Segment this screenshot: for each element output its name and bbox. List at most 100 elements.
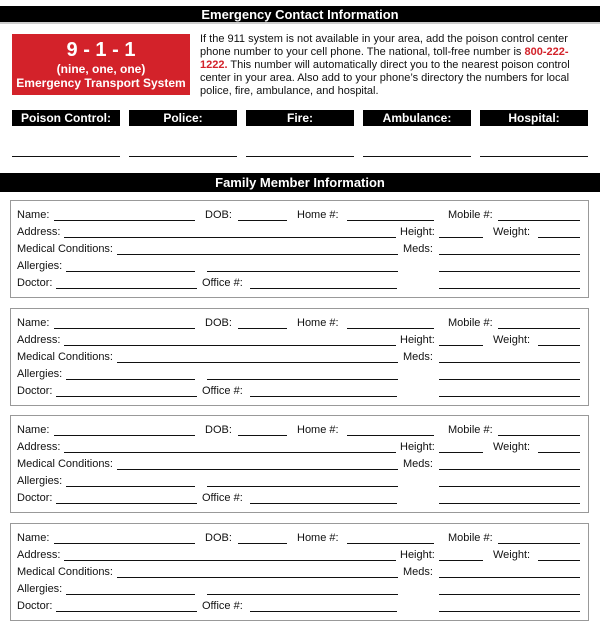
- dob-label: DOB:: [205, 532, 232, 544]
- office-field[interactable]: [250, 396, 397, 397]
- mobile-field[interactable]: [498, 543, 580, 544]
- address-field[interactable]: [64, 237, 396, 238]
- height-field[interactable]: [439, 345, 483, 346]
- home-field[interactable]: [347, 543, 434, 544]
- allergies-field[interactable]: [66, 379, 195, 380]
- doctor-field[interactable]: [56, 611, 197, 612]
- weight-field[interactable]: [538, 560, 580, 561]
- meds-field[interactable]: [439, 254, 580, 255]
- family-section-header: Family Member Information: [0, 173, 600, 192]
- height-field[interactable]: [439, 452, 483, 453]
- address-field[interactable]: [64, 560, 396, 561]
- medical-field[interactable]: [117, 577, 398, 578]
- name-label: Name:: [17, 532, 50, 544]
- allergies-3-field[interactable]: [439, 594, 580, 595]
- office-2-field[interactable]: [439, 288, 580, 289]
- name-label: Name:: [17, 317, 50, 329]
- home-label: Home #:: [297, 532, 339, 544]
- dob-label: DOB:: [205, 209, 232, 221]
- meds-label: Meds:: [403, 243, 433, 255]
- weight-label: Weight:: [493, 441, 531, 453]
- address-field[interactable]: [64, 345, 396, 346]
- name-field[interactable]: [54, 543, 195, 544]
- doctor-label: Doctor:: [17, 277, 53, 289]
- home-label: Home #:: [297, 209, 339, 221]
- name-label: Name:: [17, 209, 50, 221]
- office-2-field[interactable]: [439, 611, 580, 612]
- contact-label-hospital: Hospital:: [480, 110, 588, 126]
- contact-field-fire[interactable]: [246, 156, 354, 157]
- meds-field[interactable]: [439, 469, 580, 470]
- contact-field-hospital[interactable]: [480, 156, 588, 157]
- office-field[interactable]: [250, 611, 397, 612]
- mobile-field[interactable]: [498, 220, 580, 221]
- allergies-2-field[interactable]: [207, 379, 398, 380]
- office-field[interactable]: [250, 288, 397, 289]
- medical-field[interactable]: [117, 469, 398, 470]
- allergies-field[interactable]: [66, 486, 195, 487]
- 911-number: 9 - 1 - 1: [66, 39, 136, 61]
- dob-field[interactable]: [238, 220, 287, 221]
- dob-field[interactable]: [238, 328, 287, 329]
- office-2-field[interactable]: [439, 396, 580, 397]
- name-field[interactable]: [54, 220, 195, 221]
- height-label: Height:: [400, 441, 435, 453]
- contact-field-police[interactable]: [129, 156, 237, 157]
- info-text-2: This number will automatically direct yo…: [200, 59, 570, 97]
- contact-label-fire: Fire:: [246, 110, 354, 126]
- contact-field-ambulance[interactable]: [363, 156, 471, 157]
- medical-field[interactable]: [117, 362, 398, 363]
- mobile-field[interactable]: [498, 435, 580, 436]
- office-label: Office #:: [202, 277, 243, 289]
- doctor-field[interactable]: [56, 396, 197, 397]
- meds-field[interactable]: [439, 362, 580, 363]
- height-label: Height:: [400, 549, 435, 561]
- medical-field[interactable]: [117, 254, 398, 255]
- mobile-label: Mobile #:: [448, 424, 493, 436]
- allergies-label: Allergies:: [17, 368, 63, 380]
- weight-field[interactable]: [538, 237, 580, 238]
- height-label: Height:: [400, 226, 435, 238]
- medical-label: Medical Conditions:: [17, 243, 113, 255]
- doctor-field[interactable]: [56, 503, 197, 504]
- allergies-3-field[interactable]: [439, 379, 580, 380]
- doctor-label: Doctor:: [17, 600, 53, 612]
- home-field[interactable]: [347, 220, 434, 221]
- allergies-3-field[interactable]: [439, 486, 580, 487]
- height-field[interactable]: [439, 237, 483, 238]
- allergies-2-field[interactable]: [207, 271, 398, 272]
- allergies-2-field[interactable]: [207, 594, 398, 595]
- name-field[interactable]: [54, 328, 195, 329]
- doctor-field[interactable]: [56, 288, 197, 289]
- home-field[interactable]: [347, 328, 434, 329]
- emergency-section-header: Emergency Contact Information: [0, 6, 600, 24]
- height-field[interactable]: [439, 560, 483, 561]
- allergies-label: Allergies:: [17, 260, 63, 272]
- family-member-card: Name: DOB: Home #: Mobile #: Address: Height:…: [10, 523, 589, 621]
- dob-field[interactable]: [238, 543, 287, 544]
- mobile-field[interactable]: [498, 328, 580, 329]
- office-2-field[interactable]: [439, 503, 580, 504]
- medical-label: Medical Conditions:: [17, 351, 113, 363]
- 911-box: 9 - 1 - 1 (nine, one, one) Emergency Tra…: [12, 34, 190, 95]
- dob-field[interactable]: [238, 435, 287, 436]
- contact-field-poison-control[interactable]: [12, 156, 120, 157]
- mobile-label: Mobile #:: [448, 317, 493, 329]
- name-field[interactable]: [54, 435, 195, 436]
- weight-label: Weight:: [493, 549, 531, 561]
- contact-label-ambulance: Ambulance:: [363, 110, 471, 126]
- allergies-3-field[interactable]: [439, 271, 580, 272]
- family-member-card: Name: DOB: Home #: Mobile #: Address: Height:…: [10, 200, 589, 298]
- info-text: If the 911 system is not available in yo…: [200, 33, 580, 98]
- contact-label-police: Police:: [129, 110, 237, 126]
- allergies-field[interactable]: [66, 594, 195, 595]
- allergies-field[interactable]: [66, 271, 195, 272]
- weight-field[interactable]: [538, 345, 580, 346]
- office-field[interactable]: [250, 503, 397, 504]
- family-member-card: Name: DOB: Home #: Mobile #: Address: Height:…: [10, 308, 589, 406]
- weight-field[interactable]: [538, 452, 580, 453]
- meds-field[interactable]: [439, 577, 580, 578]
- allergies-2-field[interactable]: [207, 486, 398, 487]
- address-field[interactable]: [64, 452, 396, 453]
- home-field[interactable]: [347, 435, 434, 436]
